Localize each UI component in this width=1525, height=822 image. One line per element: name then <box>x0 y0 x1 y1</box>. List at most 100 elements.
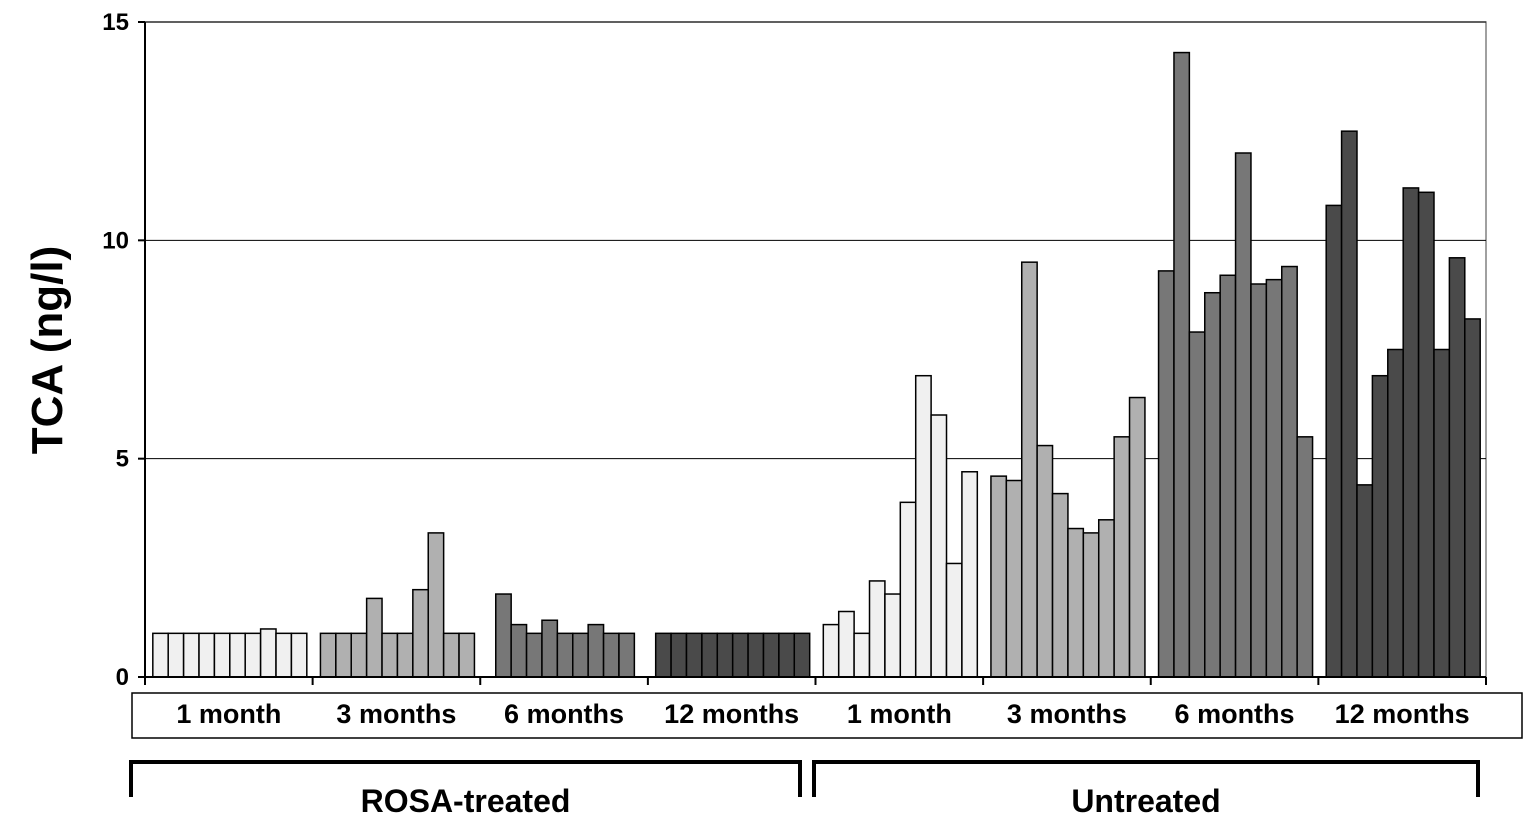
bar <box>167 632 185 678</box>
bar <box>152 632 169 678</box>
y-tick-label: 10 <box>102 227 129 254</box>
bar <box>914 374 932 678</box>
axes <box>138 21 1487 685</box>
bar <box>244 632 262 678</box>
bar <box>701 632 719 678</box>
bar <box>427 532 445 678</box>
bar <box>198 632 216 678</box>
group-bracket <box>129 760 802 797</box>
category-label-box <box>131 692 1523 739</box>
bar <box>1173 51 1191 678</box>
bar <box>1204 291 1221 678</box>
bar <box>1067 527 1085 678</box>
bar <box>319 632 337 678</box>
group-bracket <box>812 760 1480 797</box>
bar <box>1448 257 1466 678</box>
bar <box>747 632 765 678</box>
group-label: Untreated <box>1071 783 1220 819</box>
bar <box>396 632 414 678</box>
bar <box>1113 436 1131 678</box>
bar <box>822 623 840 678</box>
bars <box>152 51 1481 678</box>
bar <box>685 632 703 678</box>
y-tick-label: 0 <box>116 664 129 691</box>
bar <box>1020 261 1038 678</box>
bar <box>381 632 399 678</box>
bar <box>837 610 855 678</box>
bar <box>1356 484 1374 678</box>
bar <box>930 414 948 678</box>
bar <box>1417 191 1435 678</box>
group-brackets: ROSA-treated Untreated <box>129 760 1480 819</box>
bar <box>1082 532 1100 678</box>
bar <box>1387 348 1404 678</box>
bar <box>731 632 749 678</box>
bar <box>1188 331 1206 678</box>
bar <box>495 593 512 678</box>
x-tick-labels: 1 month 3 months 6 months 12 months 1 month 3… <box>131 692 1523 739</box>
bar <box>1097 519 1115 678</box>
bar <box>541 619 559 678</box>
y-tick-label: 15 <box>102 9 129 36</box>
x-tick-label: 1 month <box>847 699 952 729</box>
bar <box>1281 265 1298 678</box>
x-tick-label: 12 months <box>1335 699 1470 729</box>
x-tick-label: 3 months <box>1007 699 1127 729</box>
bar <box>1036 444 1054 678</box>
bar <box>990 475 1008 678</box>
bar <box>1371 374 1389 678</box>
bar <box>1051 492 1069 678</box>
bar <box>853 632 871 678</box>
bar <box>1157 270 1175 678</box>
x-tick-label: 1 month <box>176 699 281 729</box>
bar <box>961 471 979 678</box>
bar <box>556 632 574 678</box>
bar <box>442 632 460 678</box>
x-tick-label: 6 months <box>1175 699 1295 729</box>
bar <box>778 632 796 678</box>
x-tick-label: 3 months <box>336 699 456 729</box>
bar <box>1234 152 1252 678</box>
bar <box>1219 274 1237 678</box>
bar <box>1340 130 1358 678</box>
bar <box>275 632 293 678</box>
bar <box>1402 187 1420 678</box>
bar <box>525 632 543 678</box>
bar <box>884 593 902 678</box>
bar <box>1128 396 1146 678</box>
bar <box>762 632 780 678</box>
bar <box>868 580 886 678</box>
bar <box>618 632 636 678</box>
bar <box>1433 348 1451 678</box>
bar <box>793 632 811 678</box>
x-tick-label: 12 months <box>664 699 799 729</box>
bar <box>259 628 277 678</box>
bar <box>510 623 528 678</box>
bar <box>654 632 672 678</box>
bar <box>1265 278 1283 678</box>
y-tick-label: 5 <box>116 446 129 473</box>
bar <box>1464 318 1481 678</box>
bar <box>899 501 917 678</box>
bar <box>602 632 620 678</box>
bar <box>1005 479 1023 678</box>
bar <box>1296 436 1314 678</box>
bar <box>1250 283 1268 678</box>
bar <box>213 632 231 678</box>
y-axis-label: TCA (ng/l) <box>23 246 72 455</box>
bar <box>290 632 308 678</box>
x-tick-label: 6 months <box>504 699 624 729</box>
bar <box>350 632 368 678</box>
bar <box>587 623 605 678</box>
bar <box>670 632 688 678</box>
group-label: ROSA-treated <box>361 783 571 819</box>
bar <box>1325 204 1343 678</box>
bar <box>182 632 200 678</box>
bar <box>945 562 963 678</box>
bar <box>458 632 476 678</box>
bar <box>365 597 383 678</box>
bar <box>412 588 429 678</box>
bar <box>335 632 352 678</box>
bar <box>716 632 734 678</box>
